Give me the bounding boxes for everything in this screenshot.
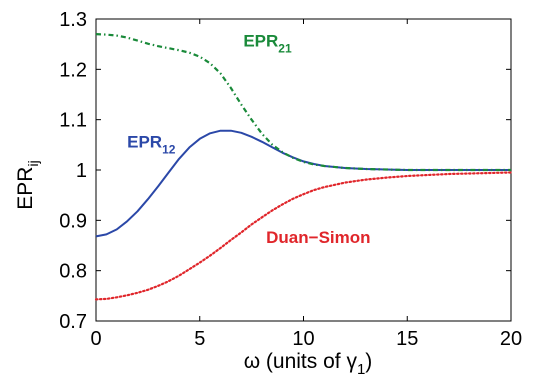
x-tick-label: 10	[292, 328, 314, 350]
y-tick-label: 1.2	[59, 59, 87, 81]
axis-ticks	[95, 18, 512, 322]
series-line-duan-simon	[94, 171, 513, 301]
x-tick-label: 5	[194, 328, 205, 350]
x-axis-label: ω (units of γ1)	[244, 350, 373, 378]
x-tick-label: 15	[396, 328, 418, 350]
tick-labels: 0 5 10 15 20 0.7 0.8 0.9 1 1.1 1.2 1.3	[59, 9, 522, 350]
annotation-label: EPR21	[243, 32, 292, 56]
annotation-label: EPR12	[127, 132, 176, 156]
y-tick-label: 0.7	[59, 311, 87, 333]
y-tick-label: 1.3	[59, 9, 87, 31]
y-axis-label: EPRij	[14, 160, 41, 209]
annotation-label: Duan−Simon	[266, 228, 370, 247]
x-tick-label: 0	[90, 328, 101, 350]
annotations: EPR21 EPR12 Duan−Simon	[127, 32, 370, 247]
y-tick-label: 1	[76, 160, 87, 182]
y-tick-label: 0.8	[59, 261, 87, 283]
y-tick-label: 1.1	[59, 110, 87, 132]
series-lines	[94, 33, 513, 301]
y-tick-label: 0.9	[59, 210, 87, 232]
x-tick-label: 20	[500, 328, 522, 350]
series-line-epr21	[95, 33, 511, 172]
